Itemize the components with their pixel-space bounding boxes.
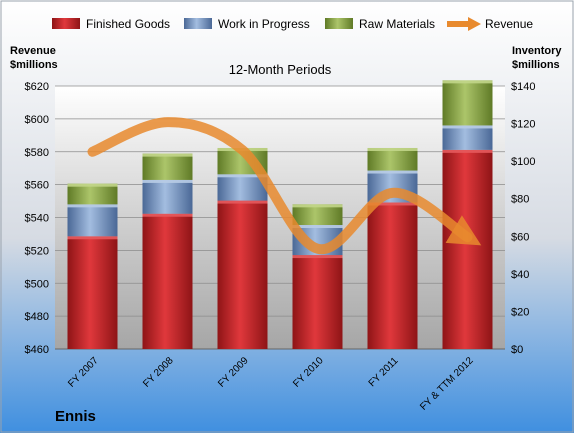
right-axis-title-line2: $millions [512, 59, 560, 71]
left-axis-tick-label: $480 [25, 311, 49, 323]
bar-raw-materials [292, 204, 343, 226]
bar-finished-goods [67, 236, 118, 349]
right-axis-tick-label: $100 [511, 156, 535, 168]
legend-item-work-in-progress: Work in Progress [184, 17, 310, 31]
bar-raw-materials-highlight [67, 183, 118, 187]
bar-work-in-progress-highlight [217, 174, 268, 178]
bar-finished-goods-highlight [217, 200, 268, 204]
right-axis-ticks: $0 $20 $40 $60 $80 $100 $120 $140 [511, 81, 535, 356]
bar-finished-goods-highlight [367, 202, 418, 206]
bar-work-in-progress [442, 125, 493, 150]
chart-title: 12-Month Periods [229, 62, 332, 77]
legend-swatch-revenue-arrow [468, 17, 481, 31]
left-axis-tick-label: $580 [25, 147, 49, 159]
left-axis-tick-label: $540 [25, 213, 49, 225]
left-axis-title-line1: Revenue [10, 45, 56, 57]
legend-label-revenue: Revenue [485, 17, 533, 31]
bar-raw-materials [367, 147, 418, 171]
legend-label-raw-materials: Raw Materials [359, 17, 435, 31]
legend-item-revenue: Revenue [447, 17, 533, 31]
right-axis-tick-label: $40 [511, 269, 529, 281]
bar-raw-materials-highlight [142, 153, 193, 157]
bar-raw-materials [67, 183, 118, 205]
bar-finished-goods-highlight [142, 213, 193, 217]
legend-swatch-finished-goods [52, 18, 80, 29]
bar-raw-materials-highlight [292, 204, 343, 208]
bars [67, 80, 493, 349]
legend-swatch-work-in-progress [184, 18, 212, 29]
right-axis-title-line1: Inventory [512, 45, 562, 57]
left-axis-ticks: $460 $480 $500 $520 $540 $560 $580 $600 $620 [25, 81, 49, 356]
bar-finished-goods [442, 149, 493, 349]
left-axis-tick-label: $520 [25, 245, 49, 257]
bar-work-in-progress-highlight [442, 125, 493, 129]
bar-work-in-progress-highlight [292, 225, 343, 229]
bar-finished-goods [142, 213, 193, 349]
legend-item-finished-goods: Finished Goods [52, 17, 170, 31]
legend: Finished Goods Work in Progress Raw Mate… [52, 17, 533, 31]
bar-finished-goods [367, 202, 418, 349]
legend-swatch-raw-materials [325, 18, 353, 29]
right-axis-tick-label: $60 [511, 231, 529, 243]
right-axis-tick-label: $0 [511, 344, 523, 356]
bar-work-in-progress [142, 179, 193, 214]
revenue-line-group [87, 117, 482, 255]
bar-raw-materials-highlight [442, 80, 493, 84]
legend-item-raw-materials: Raw Materials [325, 17, 435, 31]
bar-work-in-progress [67, 204, 118, 237]
gridlines [55, 85, 505, 350]
bar-work-in-progress-highlight [367, 170, 418, 174]
bar-finished-goods [217, 200, 268, 349]
bar-finished-goods-highlight [292, 255, 343, 259]
left-axis-title-line2: $millions [10, 59, 58, 71]
bar-finished-goods [292, 255, 343, 349]
right-axis-tick-label: $120 [511, 119, 535, 131]
bar-finished-goods-highlight [442, 149, 493, 153]
right-axis-tick-label: $80 [511, 194, 529, 206]
left-axis-tick-label: $600 [25, 114, 49, 126]
bar-raw-materials [442, 80, 493, 126]
left-axis-tick-label: $460 [25, 344, 49, 356]
bar-raw-materials [142, 153, 193, 180]
left-axis-tick-label: $500 [25, 278, 49, 290]
legend-label-finished-goods: Finished Goods [86, 17, 170, 31]
right-axis-tick-label: $20 [511, 306, 529, 318]
bar-work-in-progress-highlight [142, 179, 193, 183]
legend-label-work-in-progress: Work in Progress [218, 17, 310, 31]
left-axis-tick-label: $560 [25, 180, 49, 192]
revenue-line [87, 117, 482, 255]
bar-finished-goods-highlight [67, 236, 118, 240]
company-label: Ennis [55, 408, 96, 425]
bar-raw-materials-highlight [367, 147, 418, 151]
left-axis-tick-label: $620 [25, 81, 49, 93]
right-axis-tick-label: $140 [511, 81, 535, 93]
bar-work-in-progress-highlight [67, 204, 118, 208]
